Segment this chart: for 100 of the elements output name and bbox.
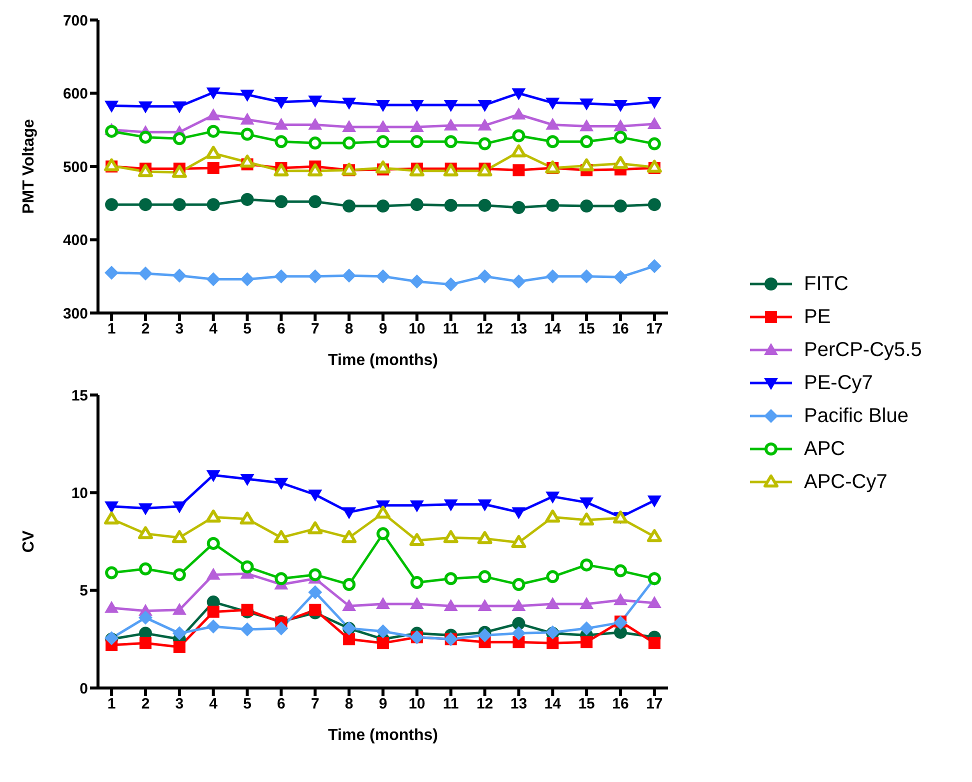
x-tick-label: 14 xyxy=(544,696,562,713)
point xyxy=(140,637,152,650)
point xyxy=(342,268,356,283)
point xyxy=(647,596,662,608)
point xyxy=(139,198,152,212)
point xyxy=(105,124,118,138)
x-tick-label: 13 xyxy=(510,320,528,338)
x-tick-label: 11 xyxy=(442,320,459,338)
point xyxy=(512,201,526,214)
x-tick-label: 12 xyxy=(476,696,494,713)
point xyxy=(614,119,628,132)
point xyxy=(308,118,322,130)
point xyxy=(546,570,560,584)
point xyxy=(274,97,288,110)
x-tick-label: 10 xyxy=(408,320,426,338)
point xyxy=(104,158,120,172)
point xyxy=(477,531,492,544)
point xyxy=(240,622,254,636)
legend-label: PerCP-Cy5.5 xyxy=(804,338,922,362)
y-tick-label: 600 xyxy=(62,86,88,103)
point xyxy=(138,101,152,114)
point xyxy=(444,598,458,611)
point xyxy=(206,619,220,634)
point xyxy=(444,198,458,212)
point xyxy=(580,621,594,636)
point xyxy=(614,100,628,112)
point xyxy=(614,564,627,578)
x-axis-title: Time (months) xyxy=(328,352,438,369)
point xyxy=(512,88,526,100)
point xyxy=(580,497,594,510)
point xyxy=(342,598,356,611)
point xyxy=(478,137,492,150)
x-tick-label: 15 xyxy=(578,696,595,713)
x-tick-label: 1 xyxy=(107,320,116,338)
x-tick-label: 14 xyxy=(544,320,562,338)
point xyxy=(240,128,254,141)
point xyxy=(274,530,289,544)
point xyxy=(308,96,322,108)
x-tick-label: 8 xyxy=(344,320,354,338)
point xyxy=(647,259,662,274)
point xyxy=(172,164,187,178)
y-tick-label: 700 xyxy=(62,12,88,30)
x-tick-label: 2 xyxy=(141,696,150,713)
point xyxy=(376,506,390,519)
point xyxy=(342,120,356,132)
x-tick-label: 17 xyxy=(646,696,663,713)
point xyxy=(240,112,254,125)
point xyxy=(376,597,390,610)
point xyxy=(614,200,627,213)
point xyxy=(647,97,662,110)
point xyxy=(580,200,594,213)
x-tick-label: 7 xyxy=(310,320,320,338)
point xyxy=(139,130,152,144)
point xyxy=(240,192,254,206)
x-tick-label: 3 xyxy=(175,320,184,338)
point xyxy=(308,136,322,150)
point xyxy=(274,163,289,176)
y-tick-label: 0 xyxy=(80,680,88,698)
point xyxy=(546,198,560,212)
point xyxy=(648,137,661,150)
point xyxy=(478,570,492,584)
point xyxy=(580,636,593,648)
point xyxy=(512,107,526,120)
point xyxy=(546,98,560,110)
point xyxy=(444,572,458,586)
point xyxy=(274,478,288,490)
legend-label: APC xyxy=(804,438,846,460)
point xyxy=(342,136,356,150)
point xyxy=(478,499,492,512)
point xyxy=(206,272,220,286)
point xyxy=(240,272,254,286)
point xyxy=(274,269,288,284)
point xyxy=(410,576,424,590)
point xyxy=(444,277,458,292)
point xyxy=(546,492,560,504)
point xyxy=(206,146,221,159)
point xyxy=(511,144,526,158)
point xyxy=(647,495,662,508)
x-tick-label: 11 xyxy=(442,696,459,713)
point xyxy=(138,164,153,178)
x-tick-label: 16 xyxy=(612,320,629,338)
point xyxy=(172,626,186,640)
point xyxy=(443,530,458,544)
point xyxy=(648,198,661,212)
point xyxy=(410,500,424,512)
point xyxy=(512,578,526,591)
y-axis-title: CV xyxy=(20,530,38,553)
point xyxy=(172,602,186,615)
x-tick-label: 15 xyxy=(578,320,595,338)
point xyxy=(172,101,186,114)
legend-label: PE-Cy7 xyxy=(804,372,873,394)
point xyxy=(104,501,119,514)
point xyxy=(376,160,390,174)
y-tick-label: 300 xyxy=(62,305,88,322)
point xyxy=(172,501,186,514)
point xyxy=(241,604,254,616)
point xyxy=(444,100,458,112)
point xyxy=(580,119,594,132)
legend-label: FITC xyxy=(804,272,848,296)
point xyxy=(613,156,628,170)
